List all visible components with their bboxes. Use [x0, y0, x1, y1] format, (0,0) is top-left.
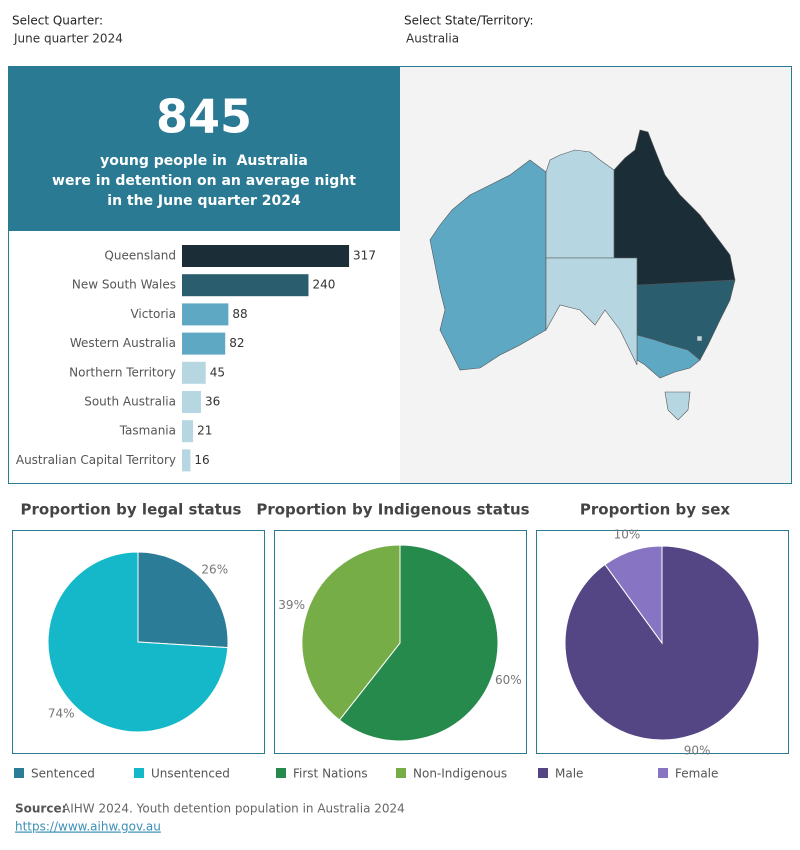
- map-state: [636, 334, 701, 379]
- map-state: [429, 159, 547, 371]
- headline-line: in the June quarter 2024: [107, 193, 301, 209]
- bar: [182, 449, 191, 472]
- value-label: 317: [353, 249, 376, 263]
- category-label: Western Australia: [70, 336, 176, 350]
- legend-swatch: [276, 768, 286, 778]
- slice-label: 39%: [278, 598, 305, 612]
- slice-label: 60%: [495, 673, 522, 687]
- legend-swatch: [134, 768, 144, 778]
- legend-label: First Nations: [293, 767, 368, 781]
- filter-value[interactable]: June quarter 2024: [13, 32, 123, 46]
- pie-slice: [47, 551, 229, 733]
- slice-label: 74%: [48, 707, 75, 721]
- value-label: 21: [197, 424, 212, 438]
- pie-slice: [604, 545, 663, 645]
- legend-label: Sentenced: [31, 767, 95, 781]
- value-label: 88: [232, 307, 247, 321]
- slice-label: 90%: [684, 743, 711, 757]
- pie-title: Proportion by sex: [580, 501, 730, 519]
- value-label: 240: [312, 278, 335, 292]
- legend-swatch: [538, 768, 548, 778]
- filter-label: Select Quarter:: [12, 14, 103, 28]
- filter-label: Select State/Territory:: [404, 14, 534, 28]
- legend-label: Non-Indigenous: [413, 767, 507, 781]
- map-state: [664, 391, 691, 421]
- category-label: South Australia: [84, 395, 176, 409]
- pie-title: Proportion by legal status: [21, 501, 242, 519]
- bar: [182, 361, 206, 384]
- map-state: [696, 335, 703, 342]
- value-label: 16: [194, 453, 209, 467]
- filter-value[interactable]: Australia: [406, 32, 459, 46]
- legend-swatch: [14, 768, 24, 778]
- legend-swatch: [396, 768, 406, 778]
- source-text: AIHW 2024. Youth detention population in…: [62, 802, 405, 816]
- category-label: Victoria: [130, 307, 176, 321]
- legend-label: Female: [675, 767, 718, 781]
- headline-number: 845: [156, 90, 252, 144]
- source-link[interactable]: https://www.aihw.gov.au: [15, 820, 161, 834]
- category-label: Tasmania: [119, 424, 176, 438]
- value-label: 82: [229, 336, 244, 350]
- map-state: [545, 257, 638, 366]
- pie-title: Proportion by Indigenous status: [256, 501, 529, 519]
- map-state: [545, 149, 615, 259]
- bar: [182, 245, 350, 267]
- category-label: Australian Capital Territory: [16, 453, 176, 467]
- category-label: Queensland: [104, 249, 176, 263]
- slice-label: 26%: [201, 562, 228, 576]
- category-label: New South Wales: [72, 278, 176, 292]
- headline-line: young people in Australia: [100, 153, 308, 169]
- value-label: 45: [210, 365, 225, 379]
- slice-label: 10%: [614, 528, 641, 542]
- bar: [182, 274, 309, 297]
- category-label: Northern Territory: [69, 365, 176, 379]
- pie-slice: [301, 544, 401, 721]
- legend-label: Male: [555, 767, 583, 781]
- headline-line: were in detention on an average night: [52, 173, 356, 189]
- value-label: 36: [205, 395, 220, 409]
- bar: [182, 420, 194, 443]
- bar: [182, 332, 226, 355]
- source-label: Source:: [15, 802, 66, 816]
- legend-label: Unsentenced: [151, 767, 230, 781]
- legend-swatch: [658, 768, 668, 778]
- headline-box: [9, 67, 400, 231]
- bar: [182, 303, 229, 326]
- pie-slice: [137, 551, 229, 649]
- bar: [182, 391, 201, 413]
- pie-slice: [338, 544, 499, 742]
